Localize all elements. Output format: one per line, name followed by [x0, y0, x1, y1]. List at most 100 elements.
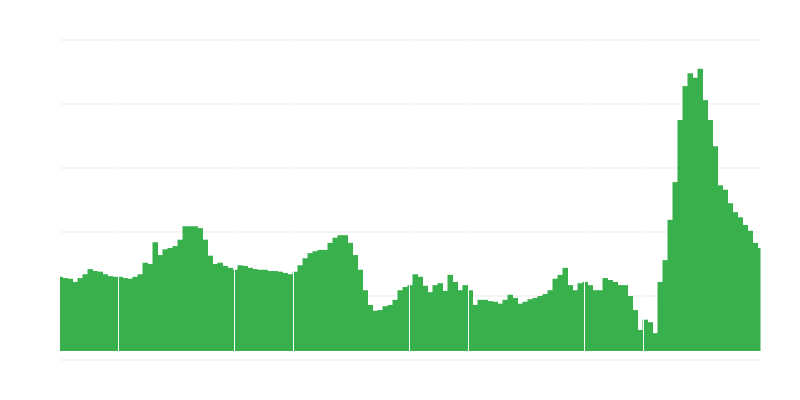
area-bar: [582, 281, 588, 351]
area-bar: [412, 274, 418, 351]
area-bar: [267, 271, 273, 351]
area-bar: [287, 274, 293, 351]
area-bar: [527, 299, 533, 351]
area-bar: [422, 285, 428, 351]
area-bar: [112, 276, 118, 351]
area-bar: [592, 290, 598, 351]
area-bar: [157, 255, 163, 351]
area-bar: [92, 271, 98, 351]
area-bar: [447, 274, 453, 351]
area-bar: [537, 296, 543, 351]
area-bar: [107, 276, 113, 351]
area-bar: [712, 146, 718, 351]
area-bar: [277, 271, 283, 351]
area-bar: [137, 274, 143, 351]
area-bar: [597, 290, 603, 351]
area-bar: [302, 258, 308, 351]
area-bar: [292, 271, 298, 351]
area-bar: [652, 333, 658, 351]
area-bar: [542, 294, 548, 351]
area-bar: [562, 267, 568, 351]
area-bar: [197, 228, 203, 351]
area-bar: [672, 182, 678, 351]
area-bar: [407, 285, 413, 351]
area-bar: [742, 224, 748, 351]
area-bar: [667, 219, 673, 351]
area-bar: [497, 303, 503, 351]
area-bar: [132, 276, 138, 351]
area-bar: [352, 255, 358, 351]
area-bar: [617, 285, 623, 351]
area-bar: [312, 251, 318, 351]
area-bar: [507, 294, 513, 351]
area-bar: [587, 285, 593, 351]
area-bar: [242, 265, 248, 351]
area-bar: [692, 77, 698, 351]
area-bar: [427, 292, 433, 351]
area-bar: [142, 262, 148, 351]
area-bar: [512, 297, 518, 351]
area-bar: [347, 242, 353, 351]
area-bar: [457, 290, 463, 351]
area-bar: [482, 299, 488, 351]
area-bar: [272, 271, 278, 351]
area-bar: [682, 86, 688, 351]
area-bar: [517, 303, 523, 351]
area-bar: [737, 217, 743, 351]
area-bar: [622, 285, 628, 351]
area-bar: [72, 281, 78, 351]
area-bar: [147, 264, 153, 351]
area-bar: [477, 299, 483, 351]
area-bar: [282, 272, 288, 351]
area-bar: [747, 230, 753, 351]
area-bar: [752, 242, 758, 351]
area-bar: [357, 269, 363, 351]
area-bar: [502, 299, 508, 351]
area-bar: [467, 290, 473, 351]
area-bar: [722, 189, 728, 351]
area-bar: [297, 265, 303, 351]
area-bar: [177, 239, 183, 351]
area-bar: [87, 269, 93, 351]
area-bar: [387, 304, 393, 351]
area-bar: [97, 271, 103, 351]
area-bar: [152, 242, 158, 351]
area-bar: [207, 255, 213, 351]
area-bar: [182, 226, 188, 351]
area-bar: [77, 278, 83, 351]
area-bar: [442, 290, 448, 351]
area-bar: [697, 68, 703, 352]
area-bar: [522, 301, 528, 351]
area-bar: [337, 235, 343, 351]
area-bar: [187, 226, 193, 351]
area-bar: [577, 283, 583, 351]
area-bar: [702, 100, 708, 351]
area-bar: [607, 280, 613, 351]
area-bar: [757, 248, 761, 351]
area-bar: [127, 278, 133, 351]
area-bar: [677, 120, 683, 351]
area-bar: [232, 269, 238, 351]
area-bar: [462, 285, 468, 351]
area-bar: [117, 276, 123, 351]
area-bar: [732, 212, 738, 351]
area-bar: [437, 283, 443, 351]
area-bar: [647, 322, 653, 351]
area-bar: [217, 262, 223, 351]
area-bar: [402, 287, 408, 351]
area-bar: [202, 239, 208, 351]
period-separators: [118, 40, 644, 351]
area-bar: [317, 249, 323, 351]
area-bar: [332, 237, 338, 351]
area-bar: [67, 278, 73, 351]
area-bar: [62, 278, 68, 351]
area-bar: [162, 249, 168, 351]
area-bar: [632, 310, 638, 351]
area-bar: [227, 267, 233, 351]
area-bar: [547, 290, 553, 351]
area-bar: [382, 306, 388, 351]
area-bar: [327, 242, 333, 351]
area-bar: [362, 290, 368, 351]
area-bar: [612, 281, 618, 351]
